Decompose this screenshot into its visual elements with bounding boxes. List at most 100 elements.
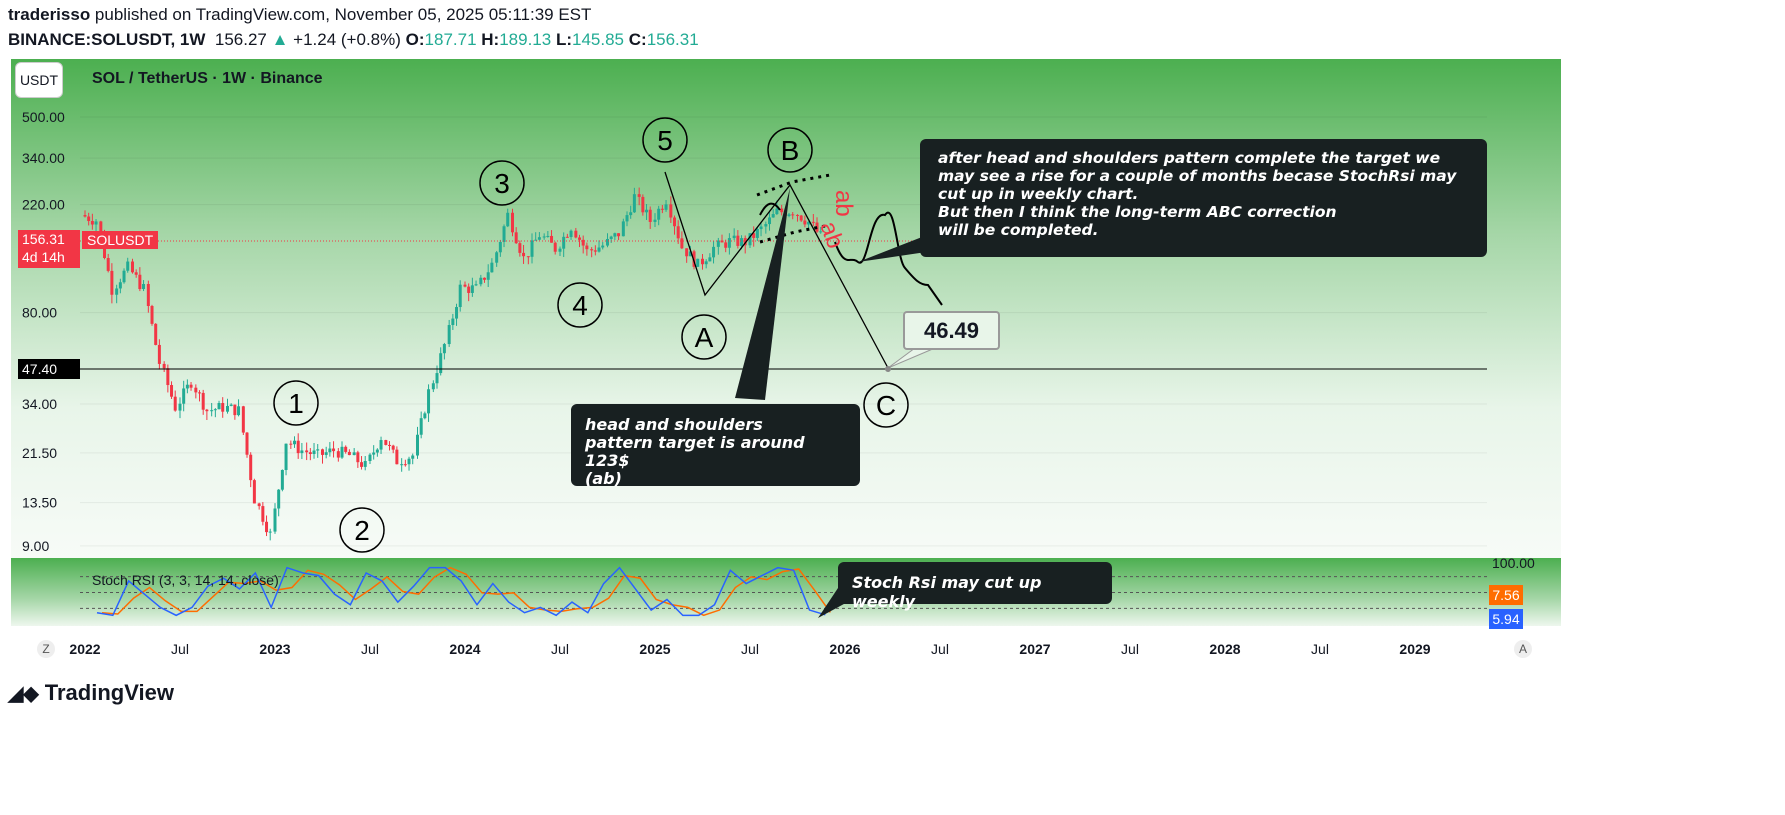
wave-circle: [681, 314, 727, 360]
last-price: 156.27: [214, 30, 267, 49]
price-tick-label: 340.00: [22, 150, 65, 166]
wave-label-A: A: [681, 314, 727, 360]
candle-body: [90, 221, 94, 225]
candle-body: [296, 440, 300, 454]
callout-line: But then I think the long-term ABC corre…: [938, 203, 1337, 221]
candle-body: [360, 462, 364, 467]
candle-body: [550, 235, 554, 243]
stoch-rsi-legend[interactable]: Stoch RSI (3, 3, 14, 14, close): [92, 572, 279, 588]
stoch-k-line: [96, 566, 826, 617]
wave-label-5: 5: [642, 117, 688, 163]
wave-circle: [642, 117, 688, 163]
candle-body: [653, 219, 657, 222]
level-label: 47.40: [18, 359, 80, 379]
candle-body: [483, 277, 487, 280]
candle-body: [411, 455, 415, 459]
candle-body: [229, 404, 233, 406]
callout-line: will be completed.: [938, 221, 1099, 239]
chart-title: SOL / TetherUS · 1W · Binance: [92, 70, 323, 87]
auto-scale-button[interactable]: A: [1514, 640, 1532, 658]
candle-body: [252, 480, 256, 504]
candle-body: [546, 235, 550, 237]
candle-body: [157, 344, 161, 364]
candle-body: [134, 272, 138, 275]
stoch-d-value: 7.56: [1489, 585, 1523, 605]
main-callout-pointer: [858, 230, 940, 262]
candle-body: [118, 282, 122, 289]
candle-body: [470, 285, 474, 293]
candle-body: [142, 283, 146, 290]
price-tick-label: 500.00: [22, 109, 65, 125]
candle-body: [83, 215, 87, 217]
candle-body: [150, 305, 154, 324]
close-label: C:: [628, 30, 647, 49]
hs-target-callout[interactable]: head and shoulders pattern target is aro…: [571, 404, 860, 488]
candle-body: [716, 240, 720, 247]
candle-body: [201, 392, 205, 410]
candle-body: [669, 204, 673, 218]
candle-body: [787, 214, 791, 216]
candle-body: [712, 246, 716, 258]
candle-body: [115, 288, 119, 295]
time-tick-label: Jul: [741, 641, 759, 657]
timezone-button[interactable]: Z: [37, 640, 55, 658]
candle-body: [173, 396, 177, 411]
candle-body: [273, 508, 277, 532]
publish-date: published on TradingView.com, November 0…: [90, 5, 592, 24]
wave-text: C: [876, 390, 896, 421]
candle-body: [375, 449, 379, 453]
candle-body: [724, 242, 728, 248]
price-tick-label: 220.00: [22, 197, 65, 213]
candle-body: [198, 392, 202, 394]
price-tick-label: 9.00: [22, 538, 49, 554]
candle-body: [755, 229, 759, 238]
candle-body: [324, 452, 328, 455]
callout-line: (ab): [585, 469, 622, 488]
candle-body: [178, 403, 182, 411]
candle-body: [395, 449, 399, 465]
wave-circle: [863, 382, 909, 428]
candle-body: [427, 389, 431, 414]
tradingview-logo-icon: ◢◆: [8, 682, 39, 705]
candle-body: [400, 464, 404, 466]
currency-button[interactable]: USDT: [15, 62, 63, 98]
projected-path-line[interactable]: [759, 202, 943, 306]
wave-circle: [557, 282, 603, 328]
stoch-callout[interactable]: Stoch Rsi may cut up weekly: [838, 562, 1112, 611]
wave-text: 4: [572, 290, 588, 321]
candle-body: [257, 503, 261, 507]
candle-body: [261, 506, 265, 522]
target-price-callout[interactable]: 46.49: [903, 311, 1000, 350]
candle-body: [205, 409, 209, 412]
candle-body: [352, 452, 356, 456]
candle-body: [490, 262, 494, 273]
candle-body: [562, 236, 566, 249]
candle-body: [226, 405, 229, 412]
candle-body: [569, 230, 573, 238]
candle-body: [688, 251, 692, 257]
tradingview-logo: ◢◆ TradingView: [8, 680, 174, 705]
main-analysis-callout[interactable]: after head and shoulders pattern complet…: [920, 139, 1487, 257]
candle-body: [245, 432, 249, 455]
candle-body: [542, 236, 546, 238]
candle-body: [182, 388, 186, 404]
time-tick-label: 2029: [1399, 641, 1430, 657]
candle-body: [431, 383, 435, 390]
candle-body: [284, 443, 288, 470]
candle-body: [87, 216, 91, 222]
candle-body: [680, 238, 684, 249]
wave-circle: [273, 380, 319, 426]
candle-body: [637, 194, 641, 197]
candle-body: [217, 403, 221, 410]
candle-body: [463, 284, 467, 287]
candle-body: [419, 418, 423, 435]
candle-body: [648, 209, 652, 222]
wave-text: 3: [494, 168, 510, 199]
candle-body: [502, 226, 506, 242]
abc-projection-line[interactable]: [664, 171, 889, 369]
candle-body: [210, 410, 214, 412]
candle-body: [657, 208, 661, 220]
candle-body: [110, 270, 114, 295]
candle-body: [609, 236, 613, 239]
